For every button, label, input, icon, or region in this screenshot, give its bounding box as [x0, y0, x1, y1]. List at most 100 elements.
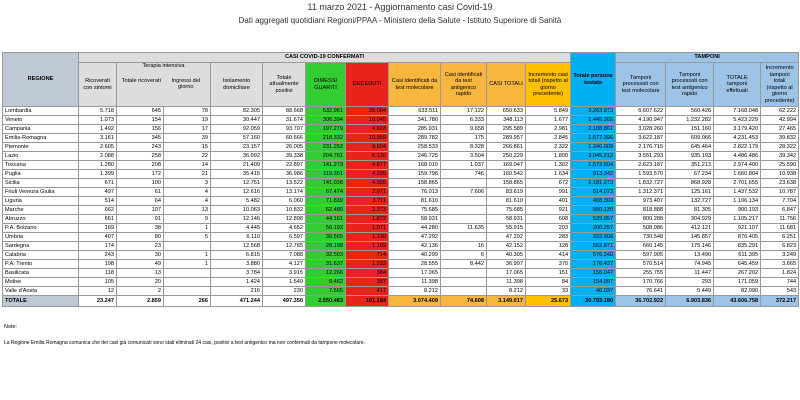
cell: 5.423.229 — [713, 115, 762, 125]
cell: 141.273 — [305, 160, 346, 170]
cell: 88.668 — [262, 106, 306, 116]
cell: 913.342 — [570, 169, 617, 179]
cell: 11.398 — [486, 277, 526, 287]
cell: 744 — [760, 277, 800, 287]
cell: 50.192 — [305, 223, 346, 233]
cell: 12.751 — [210, 178, 263, 188]
cell: 597.905 — [615, 250, 667, 260]
note-text: La Regione Emilia Romagna comunica che d… — [4, 340, 366, 346]
cell: 1 — [163, 250, 211, 260]
cell: 39.832 — [760, 133, 800, 143]
cell: 1.634 — [524, 169, 572, 179]
cell: 168.010 — [388, 160, 441, 170]
cell: 7.565 — [305, 286, 346, 296]
cell: 1.037 — [440, 160, 487, 170]
cell: 8.212 — [388, 286, 441, 296]
cell: 2.373 — [345, 205, 389, 215]
column-header: Tamponi processati con test molecolare — [615, 62, 667, 107]
cell: 3.711 — [345, 196, 389, 206]
region-name: Liguria — [2, 196, 79, 206]
cell: 81.610 — [388, 196, 441, 206]
cell: 1.105.217 — [713, 214, 762, 224]
cell: 9.658 — [440, 124, 487, 134]
cell: 345 — [116, 133, 164, 143]
table-row: Friuli Venezia Giulia 497 61 4 12.616 13.174 6… — [2, 187, 800, 197]
cell: 26.005 — [262, 142, 306, 152]
cell: 82.305 — [210, 106, 263, 116]
cell: 7.704 — [760, 196, 800, 206]
cell: 283 — [524, 232, 572, 242]
cell: 11.756 — [760, 214, 800, 224]
cell: 609.066 — [665, 133, 715, 143]
cell: 17.065 — [388, 268, 441, 278]
cell: 12.146 — [210, 214, 263, 224]
region-name: P.A. Bolzano — [2, 223, 79, 233]
cell: 197.279 — [305, 124, 346, 134]
cell: 973.407 — [615, 196, 667, 206]
cell: 1.437.532 — [713, 187, 762, 197]
cell: 58.931 — [486, 214, 526, 224]
table-row: Puglia 1.399 172 21 35.415 36.986 119.351 4.205… — [2, 169, 800, 179]
cell: 92.059 — [210, 124, 263, 134]
region-name: Sardegna — [2, 241, 79, 251]
cell: 30.447 — [210, 115, 263, 125]
cell: 407 — [78, 232, 117, 242]
cell: 304.929 — [665, 214, 715, 224]
cell: 835.291 — [713, 241, 762, 251]
cell: 550.130 — [570, 205, 617, 215]
cell — [440, 214, 487, 224]
cell: 27.465 — [760, 124, 800, 134]
note-label: Note: — [4, 324, 18, 330]
cell: 1.232.282 — [665, 115, 715, 125]
cell: 200.257 — [570, 223, 617, 233]
cell: 2.971 — [345, 187, 389, 197]
cell: 11.398 — [388, 277, 441, 287]
cell: 295.589 — [486, 124, 526, 134]
cell: 4.877 — [345, 160, 389, 170]
cell: 156 — [116, 124, 164, 134]
cell: 36.997 — [486, 259, 526, 269]
cell: 170.766 — [615, 277, 667, 287]
cell: 204.761 — [305, 151, 346, 161]
cell: 8.442 — [440, 259, 487, 269]
cell: 141.038 — [305, 178, 346, 188]
cell: 5.849 — [524, 106, 572, 116]
cell: 12 — [78, 286, 117, 296]
cell: 156.047 — [570, 268, 617, 278]
cell: 246.725 — [388, 151, 441, 161]
cell: 11.635 — [440, 223, 487, 233]
total-cell: 2.859 — [116, 295, 164, 307]
cell: 935.193 — [665, 151, 715, 161]
cell: 12.898 — [262, 214, 306, 224]
cell: 6.823 — [760, 241, 800, 251]
cell: 2.088 — [78, 151, 117, 161]
total-cell: 25.673 — [524, 295, 572, 307]
cell: 64 — [116, 196, 164, 206]
cell: 1.573.504 — [570, 160, 617, 170]
table-row: Basilicata 118 13 3.784 3.915 12.266 384 17.065… — [2, 268, 800, 278]
cell: 2.188.861 — [570, 124, 617, 134]
cell: 1.312.371 — [615, 187, 667, 197]
cell: 243 — [78, 250, 117, 260]
region-name: Abruzzo — [2, 214, 79, 224]
cell: 9.604 — [345, 142, 389, 152]
cell: 3.665 — [760, 259, 800, 269]
cell: 57.160 — [210, 133, 263, 143]
cell: 608 — [524, 214, 572, 224]
cell: 6.847 — [760, 205, 800, 215]
cell: 75.685 — [388, 205, 441, 215]
cell: 4.190.947 — [615, 115, 667, 125]
cell: 172 — [116, 169, 164, 179]
title: 11 marzo 2021 - Aggiornamento casi Covid… — [307, 2, 493, 12]
cell: 78 — [163, 106, 211, 116]
cell: 6.060 — [262, 196, 306, 206]
total-cell: 74.608 — [440, 295, 487, 307]
cell: 258 — [116, 151, 164, 161]
cell: 11.681 — [760, 223, 800, 233]
cell: 23 — [116, 241, 164, 251]
cell: 1.071 — [345, 223, 389, 233]
cell: 2.176.715 — [615, 142, 667, 152]
table-row: Valle d'Aosta 12 2 216 230 7.565 417 8.212 8.212… — [2, 286, 800, 296]
cell: 1.660.804 — [713, 169, 762, 179]
cell: 125.161 — [665, 187, 715, 197]
